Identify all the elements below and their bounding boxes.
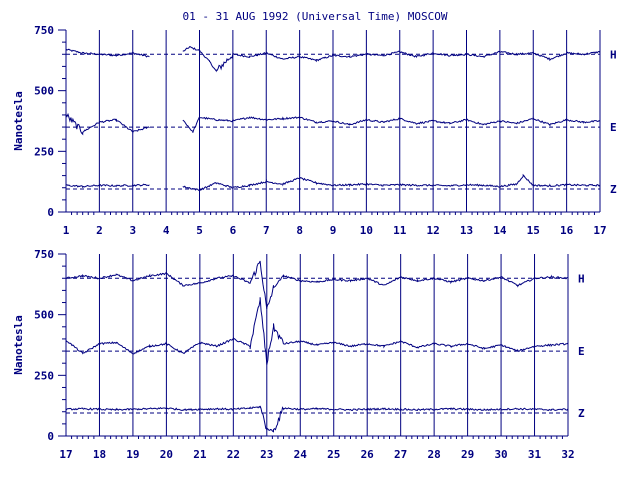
y-tick-label: 0 [47, 430, 54, 443]
x-tick-label: 16 [560, 224, 574, 237]
x-tick-label: 17 [59, 448, 72, 461]
series-label-z: Z [578, 407, 585, 420]
x-tick-label: 10 [360, 224, 373, 237]
x-tick-label: 14 [493, 224, 507, 237]
y-tick-label: 750 [34, 248, 54, 261]
x-tick-label: 8 [296, 224, 303, 237]
x-tick-label: 31 [528, 448, 542, 461]
x-tick-label: 7 [263, 224, 270, 237]
x-tick-label: 21 [193, 448, 207, 461]
x-tick-label: 13 [460, 224, 473, 237]
x-tick-label: 5 [196, 224, 203, 237]
series-line-z [65, 405, 569, 433]
series-label-e: E [610, 121, 617, 134]
x-tick-label: 22 [227, 448, 240, 461]
series-line-z [65, 173, 601, 193]
x-tick-label: 18 [93, 448, 106, 461]
panel-1: 1 2 3 4 5 6 7 8 9 10 11 12 13 14 15 16 170250500750Nanot… [12, 24, 617, 237]
x-tick-label: 24 [294, 448, 308, 461]
y-tick-label: 500 [34, 85, 54, 98]
series-label-z: Z [610, 183, 617, 196]
x-tick-label: 26 [361, 448, 375, 461]
y-tick-label: 750 [34, 24, 54, 37]
x-tick-label: 20 [160, 448, 173, 461]
y-tick-label: 0 [47, 206, 54, 219]
chart-panels: 1 2 3 4 5 6 7 8 9 10 11 12 13 14 15 16 170250500750Nanot… [12, 24, 617, 461]
x-tick-label: 30 [494, 448, 507, 461]
x-tick-label: 23 [260, 448, 273, 461]
x-tick-label: 29 [461, 448, 474, 461]
x-tick-label: 3 [129, 224, 136, 237]
series-line-h [65, 46, 601, 73]
x-tick-label: 6 [230, 224, 237, 237]
y-tick-label: 500 [34, 309, 54, 322]
y-tick-label: 250 [34, 369, 54, 382]
x-tick-label: 27 [394, 448, 407, 461]
x-tick-label: 4 [163, 224, 170, 237]
series-label-h: H [610, 48, 617, 61]
x-tick-label: 2 [96, 224, 103, 237]
series-label-e: E [578, 345, 585, 358]
x-tick-label: 28 [428, 448, 441, 461]
panel-2: 17 18 19 20 21 22 23 24 25 26 27 28 29 30 31 32 0 250 500 7… [12, 248, 585, 461]
x-tick-label: 12 [427, 224, 440, 237]
x-tick-label: 15 [527, 224, 540, 237]
series-label-h: H [578, 272, 585, 285]
series-line-h [65, 260, 568, 309]
chart-title: 01 - 31 AUG 1992 (Universal Time) MOSCOW [183, 10, 448, 23]
series-line-e [65, 112, 601, 136]
series-line-e [65, 297, 569, 365]
x-tick-label: 25 [327, 448, 340, 461]
y-axis-label: Nanotesla [12, 315, 25, 375]
x-tick-label: 19 [126, 448, 139, 461]
x-tick-label: 17 [593, 224, 606, 237]
y-axis-label: Nanotesla [12, 91, 25, 151]
y-tick-label: 250 [34, 145, 54, 158]
x-tick-label: 11 [393, 224, 407, 237]
x-tick-label: 1 [63, 224, 70, 237]
x-tick-label: 32 [561, 448, 574, 461]
x-tick-label: 9 [330, 224, 337, 237]
